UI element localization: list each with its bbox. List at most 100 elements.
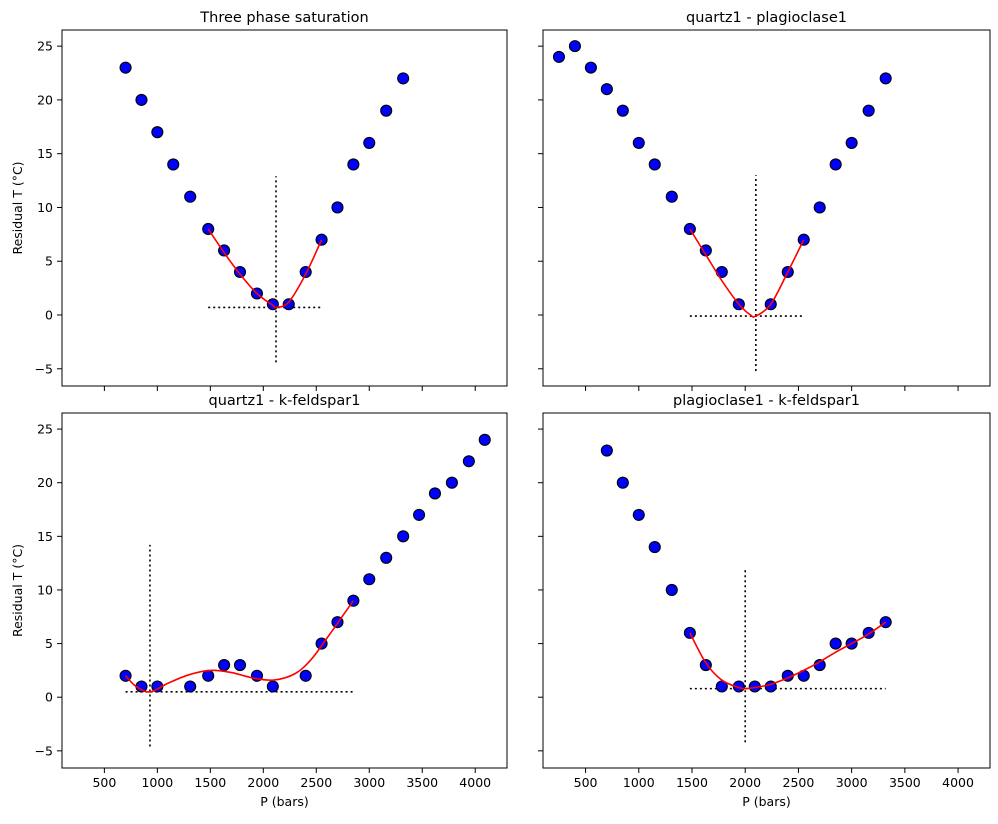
data-point — [167, 158, 180, 171]
x-tick-label: 3500 — [889, 775, 921, 790]
data-point — [600, 444, 613, 457]
data-point — [616, 104, 629, 117]
fit-curve — [124, 600, 355, 693]
y-tick-label: 20 — [37, 475, 53, 490]
data-point — [813, 201, 826, 214]
data-point — [397, 530, 410, 543]
x-tick-label: 4000 — [942, 775, 974, 790]
x-tick-label: 1000 — [141, 775, 173, 790]
data-point — [218, 658, 231, 672]
data-point — [600, 83, 613, 96]
data-point — [315, 233, 328, 246]
x-tick-label: 3000 — [836, 775, 868, 790]
y-tick-label: 5 — [45, 254, 53, 269]
data-point — [632, 508, 645, 521]
y-tick-label: 10 — [37, 200, 53, 215]
chart-panel-3: 500 1000 1500 2000 2500 3000 3500 4000 −5 0 5 10 15 2… — [10, 393, 508, 809]
y-tick-label: 25 — [37, 422, 53, 437]
data-point — [797, 233, 810, 246]
x-tick-label: 500 — [574, 775, 598, 790]
data-point — [363, 573, 376, 586]
plot-frame — [542, 29, 991, 387]
x-tick-label: 1500 — [676, 775, 708, 790]
y-tick-label: 10 — [37, 582, 53, 597]
x-tick-label: 2500 — [300, 775, 332, 790]
x-tick-label: 3000 — [353, 775, 385, 790]
y-axis-label: Residual T (°C) — [10, 544, 25, 637]
y-tick-label: 15 — [37, 529, 53, 544]
data-point — [829, 158, 842, 171]
data-point — [266, 680, 279, 693]
data-point — [584, 61, 597, 74]
data-point — [397, 72, 410, 85]
data-point — [184, 680, 197, 693]
data-point — [119, 61, 132, 74]
data-point — [135, 93, 148, 106]
data-point — [568, 40, 581, 53]
data-point — [648, 541, 661, 554]
x-tick-label: 1500 — [194, 775, 226, 790]
plot-frame — [61, 29, 508, 387]
data-point — [478, 433, 491, 446]
chart-title: Three phase saturation — [199, 10, 368, 26]
data-point — [845, 136, 858, 149]
chart-title: quartz1 - plagioclase1 — [686, 10, 847, 26]
y-axis-label: Residual T (°C) — [10, 161, 25, 254]
fit-curve — [207, 228, 323, 309]
data-point — [233, 265, 247, 279]
data-point — [151, 126, 164, 139]
data-point — [347, 158, 360, 171]
data-point — [299, 669, 312, 682]
y-tick-label: 15 — [37, 146, 53, 161]
data-point — [428, 487, 442, 500]
data-point — [648, 158, 661, 171]
y-tick-label: 20 — [37, 92, 53, 107]
y-tick-label: −5 — [35, 361, 53, 376]
data-point — [184, 190, 197, 203]
x-tick-label: 2500 — [783, 775, 815, 790]
x-tick-label: 2000 — [247, 775, 279, 790]
data-point — [413, 508, 426, 521]
chart-title: plagioclase1 - k-feldspar1 — [673, 393, 860, 409]
data-point — [829, 637, 842, 650]
chart-title: quartz1 - k-feldspar1 — [209, 393, 361, 409]
data-point — [331, 201, 344, 214]
x-tick-label: 500 — [92, 775, 116, 790]
x-tick-label: 1000 — [623, 775, 655, 790]
data-point — [282, 298, 295, 311]
data-point — [879, 616, 892, 629]
chart-panel-2: quartz1 - plagioclase1 — [538, 10, 991, 391]
x-tick-label: 2000 — [729, 775, 761, 790]
data-point — [879, 72, 892, 85]
data-point — [202, 669, 215, 682]
x-axis-label: P (bars) — [260, 794, 309, 809]
data-point — [380, 104, 393, 117]
chart-panel-1: −5 0 5 10 15 20 25 Three phase saturation Residu… — [10, 10, 508, 391]
data-point — [616, 476, 629, 489]
data-point — [665, 583, 678, 597]
data-point — [665, 190, 678, 203]
data-point — [862, 104, 875, 117]
chart-panel-4: 500 1000 1500 2000 2500 3000 3500 4000 plagiocla… — [538, 393, 991, 809]
x-axis-label: P (bars) — [742, 794, 791, 809]
data-point — [462, 455, 475, 468]
y-tick-label: 0 — [45, 308, 53, 323]
y-tick-label: 5 — [45, 636, 53, 651]
plot-frame — [61, 412, 508, 769]
y-tick-label: 0 — [45, 690, 53, 705]
y-tick-label: 25 — [37, 39, 53, 54]
data-point — [363, 136, 376, 149]
data-point — [445, 476, 458, 489]
data-point — [347, 594, 360, 607]
data-point — [380, 551, 393, 564]
plot-frame — [542, 412, 991, 769]
x-tick-label: 3500 — [406, 775, 438, 790]
fit-curve — [689, 228, 805, 318]
fit-curve — [689, 621, 887, 690]
x-tick-label: 4000 — [459, 775, 491, 790]
y-tick-label: −5 — [35, 743, 53, 758]
data-point — [552, 50, 566, 63]
data-point — [632, 136, 645, 149]
data-point — [233, 658, 247, 672]
